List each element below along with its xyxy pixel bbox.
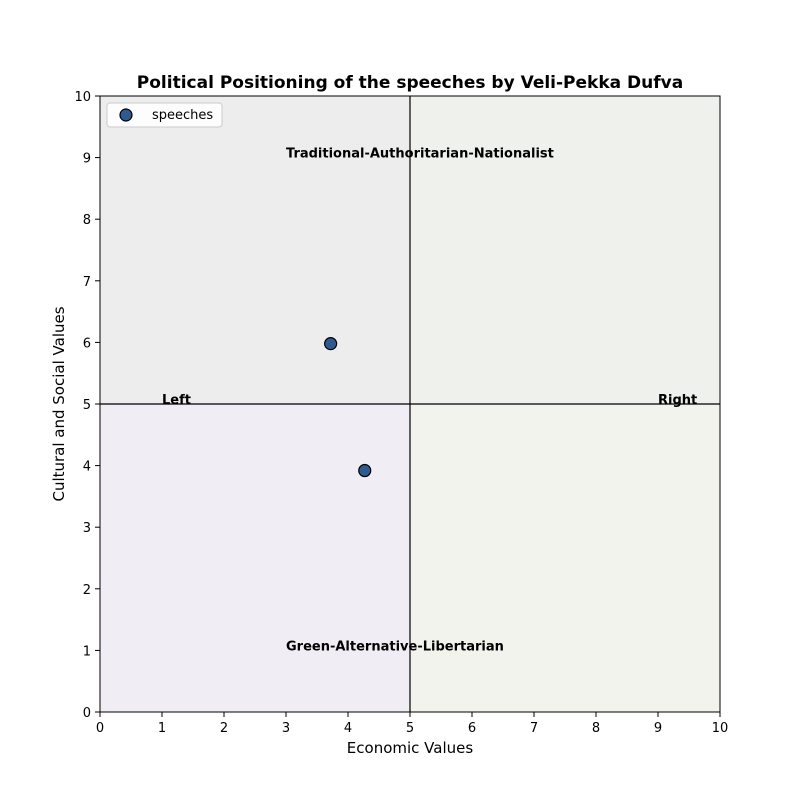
y-tick-label-0: 0 xyxy=(83,706,91,721)
x-tick-label-5: 5 xyxy=(406,721,414,736)
x-tick-label-4: 4 xyxy=(344,721,352,736)
quadrant-bg-1 xyxy=(410,96,720,404)
x-tick-label-7: 7 xyxy=(530,721,538,736)
x-tick-label-3: 3 xyxy=(282,721,290,736)
data-point-0 xyxy=(324,337,338,351)
annotation-3: Right xyxy=(658,393,697,408)
quadrant-backgrounds xyxy=(100,96,720,712)
legend-box xyxy=(106,102,223,128)
x-tick-label-6: 6 xyxy=(468,721,476,736)
quadrant-dividers xyxy=(100,96,720,712)
legend-entry-speeches: speeches xyxy=(152,108,213,123)
annotation-2: Left xyxy=(162,393,191,408)
y-tick-label-7: 7 xyxy=(83,275,91,290)
data-points xyxy=(324,337,372,478)
y-tick-label-6: 6 xyxy=(83,336,91,351)
x-tick-label-1: 1 xyxy=(158,721,166,736)
y-axis-ticks: 0 1 2 3 4 5 6 7 8 9 10 xyxy=(74,90,100,721)
y-tick-label-8: 8 xyxy=(83,213,91,228)
data-point-1 xyxy=(358,463,372,478)
y-tick-label-5: 5 xyxy=(83,398,91,413)
chart-title: Political Positioning of the speeches by… xyxy=(137,73,683,93)
x-tick-label-9: 9 xyxy=(654,721,662,736)
quadrant-bg-2 xyxy=(100,404,410,712)
legend-marker xyxy=(119,108,133,122)
legend: speeches xyxy=(106,102,223,128)
annotation-0: Traditional-Authoritarian-Nationalist xyxy=(286,147,554,162)
x-axis-label: Economic Values xyxy=(347,739,474,757)
x-tick-label-0: 0 xyxy=(96,721,104,736)
quadrant-annotations: Traditional-Authoritarian-Nationalist Gre… xyxy=(162,147,697,655)
x-tick-label-2: 2 xyxy=(220,721,228,736)
y-tick-label-1: 1 xyxy=(83,644,91,659)
y-tick-label-10: 10 xyxy=(74,90,91,105)
x-tick-label-10: 10 xyxy=(712,721,729,736)
y-tick-label-2: 2 xyxy=(83,583,91,598)
y-tick-label-4: 4 xyxy=(83,460,91,475)
y-tick-label-9: 9 xyxy=(83,152,91,167)
x-axis-ticks: 0 1 2 3 4 5 6 7 8 9 10 xyxy=(96,712,728,736)
annotation-1: Green-Alternative-Libertarian xyxy=(286,639,504,654)
y-axis-label: Cultural and Social Values xyxy=(50,306,68,501)
x-tick-label-8: 8 xyxy=(592,721,600,736)
quadrant-bg-0 xyxy=(100,96,410,404)
y-tick-label-3: 3 xyxy=(83,521,91,536)
quadrant-bg-3 xyxy=(410,404,720,712)
